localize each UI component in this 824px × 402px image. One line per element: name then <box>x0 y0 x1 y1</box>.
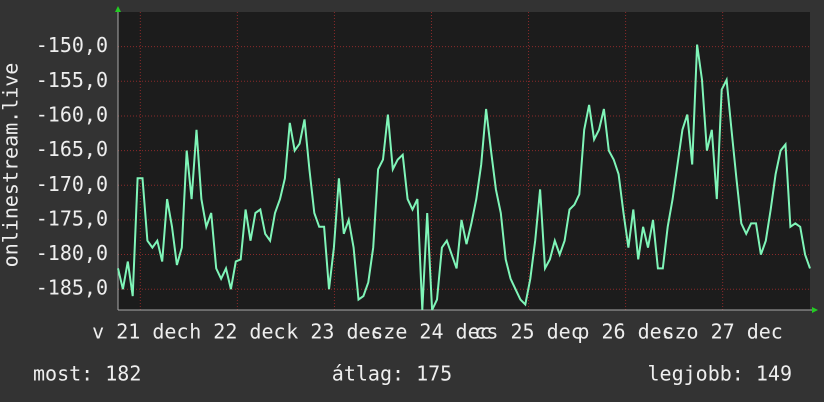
y-tick-label: -170,0 <box>36 172 108 196</box>
x-tick-label: k 23 dec <box>286 320 382 344</box>
y-tick-label: -185,0 <box>36 276 108 300</box>
stat-average: átlag: 175 <box>332 362 452 386</box>
x-tick-label: sze 24 dec <box>371 320 491 344</box>
y-tick-label: -175,0 <box>36 206 108 230</box>
y-tick-label: -155,0 <box>36 68 108 92</box>
stat-best: legjobb: 149 <box>648 362 793 386</box>
x-tick-label: cs 25 dec <box>474 320 582 344</box>
x-tick-label: v 21 dec <box>92 320 188 344</box>
x-arrow <box>812 307 818 313</box>
y-axis-label: onlinestream.live <box>0 63 23 268</box>
y-tick-label: -180,0 <box>36 241 108 265</box>
plot-area <box>118 12 810 310</box>
x-tick-label: szo 27 dec <box>662 320 782 344</box>
series-line <box>117 44 811 311</box>
y-arrow <box>115 6 121 12</box>
x-tick-label: p 26 dec <box>577 320 673 344</box>
stat-current: most: 182 <box>33 362 141 386</box>
y-tick-label: -160,0 <box>36 102 108 126</box>
y-tick-label: -150,0 <box>36 33 108 57</box>
x-tick-label: h 22 dec <box>189 320 285 344</box>
y-tick-label: -165,0 <box>36 137 108 161</box>
